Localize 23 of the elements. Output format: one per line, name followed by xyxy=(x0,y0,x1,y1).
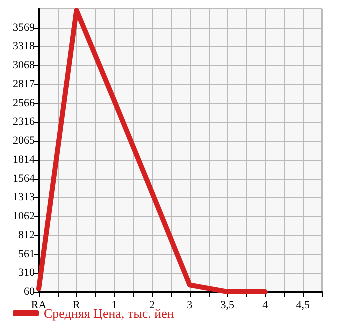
y-tick-label: 1313 xyxy=(13,192,36,204)
y-tick-label: 812 xyxy=(18,229,35,242)
y-tick-label: 1062 xyxy=(13,210,35,223)
y-tick-label: 3569 xyxy=(13,22,36,34)
x-tick-label: 4,5 xyxy=(296,300,311,312)
x-tick-label: 1 xyxy=(112,300,118,312)
y-tick-label: 561 xyxy=(18,248,35,260)
y-tick-label: 2817 xyxy=(13,78,36,90)
y-tick-label: 2566 xyxy=(13,97,36,110)
y-tick-label: 1564 xyxy=(13,172,36,185)
y-tick-label: 3068 xyxy=(13,60,36,72)
x-tick-label: R xyxy=(73,300,82,312)
y-tick-label: 60 xyxy=(24,286,36,298)
y-tick-label: 2065 xyxy=(13,135,36,148)
x-tick-label: 3,5 xyxy=(220,300,236,312)
x-tick-label: 3 xyxy=(187,300,194,312)
y-tick-label: 3318 xyxy=(13,40,36,53)
x-tick-label: RA xyxy=(31,300,47,312)
y-tick-label: 310 xyxy=(18,267,36,280)
x-tick-label: 2 xyxy=(149,300,155,312)
x-tick-label: 4 xyxy=(262,300,269,312)
y-tick-label: 1814 xyxy=(13,154,36,166)
y-tick-label: 2316 xyxy=(13,116,36,128)
